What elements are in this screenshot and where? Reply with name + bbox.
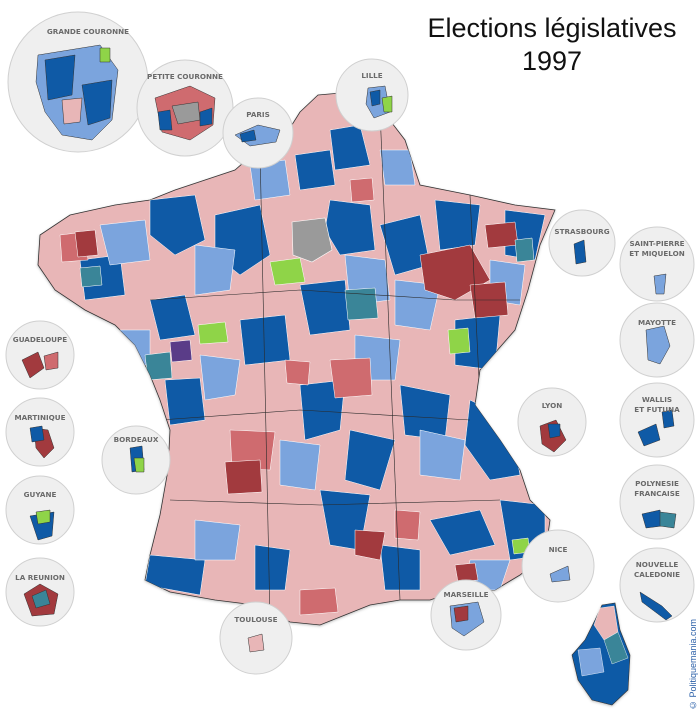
label-marseille: MARSEILLE (443, 590, 488, 599)
region-borders (149, 109, 520, 621)
label-guyane: GUYANE (24, 490, 57, 499)
inset-map-nouvelle-caledonie (639, 591, 673, 621)
inset-map-nice (549, 565, 571, 583)
label-guadeloupe: GUADELOUPE (13, 335, 67, 344)
label-petite-couronne: PETITE COURONNE (147, 72, 223, 81)
title-line-2: 1997 (521, 46, 583, 76)
label-martinique: MARTINIQUE (14, 413, 65, 422)
inset-circle-wallis (619, 382, 695, 458)
label-mayotte: MAYOTTE (638, 318, 676, 327)
inset-map-mayotte (645, 325, 671, 365)
inset-circle-saint-pierre (619, 226, 695, 302)
label-lyon: LYON (542, 401, 563, 410)
purple-region (169, 339, 193, 363)
inset-circle-polynesie (619, 464, 695, 540)
teal-regions (79, 237, 535, 381)
map-title: Elections législatives 1997 (412, 12, 692, 78)
label-lille: LILLE (361, 71, 382, 80)
inset-labels: GRANDE COURONNE PETITE COURONNE PARIS LI… (13, 27, 685, 624)
label-paris: PARIS (246, 110, 270, 119)
inset-map-guadeloupe (21, 351, 45, 379)
inset-circle-nouvelle-caledonie (619, 547, 695, 623)
label-wallis-1: WALLIS (642, 395, 672, 404)
label-nouvelle-2: CALEDONIE (634, 570, 680, 579)
label-wallis-2: ET FUTUNA (634, 405, 680, 414)
label-nice: NICE (549, 545, 568, 554)
inset-map-petite-couronne (154, 85, 216, 141)
inset-map-toulouse (247, 633, 265, 653)
inset-map-saint-pierre (653, 273, 667, 295)
inset-map-grande-couronne (35, 44, 119, 141)
green-regions (197, 257, 531, 555)
right-light-regions (99, 149, 526, 591)
label-strasbourg: STRASBOURG (554, 227, 609, 236)
inset-circle-guyane (5, 475, 75, 545)
label-nouvelle-1: NOUVELLE (636, 560, 679, 569)
label-polynesie-2: FRANCAISE (634, 489, 680, 498)
constituency-regions (59, 109, 546, 621)
inset-shapes (21, 44, 677, 653)
label-bordeaux: BORDEAUX (114, 435, 159, 444)
credit-text: © Politiquemania.com (688, 618, 698, 710)
label-polynesie-1: POLYNESIE (635, 479, 679, 488)
label-saint-pierre-2: ET MIQUELON (629, 249, 684, 258)
label-saint-pierre-1: SAINT-PIERRE (629, 239, 684, 248)
inset-map-strasbourg (573, 239, 587, 265)
label-la-reunion: LA REUNION (15, 573, 65, 582)
title-line-1: Elections législatives (427, 13, 677, 43)
label-toulouse: TOULOUSE (234, 615, 277, 624)
inset-circle-guadeloupe (5, 320, 75, 390)
paris-grey-region (291, 217, 333, 263)
inset-circle-nice (521, 529, 595, 603)
label-grande-couronne: GRANDE COURONNE (47, 27, 129, 36)
inset-map-wallis (637, 423, 661, 447)
corsica (571, 602, 631, 706)
